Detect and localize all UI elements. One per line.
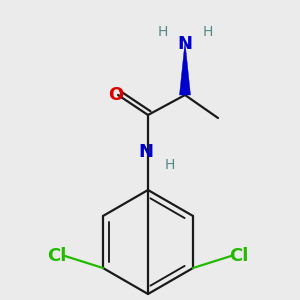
Polygon shape <box>179 42 191 95</box>
Text: H: H <box>203 25 213 39</box>
Text: O: O <box>108 86 124 104</box>
Text: N: N <box>178 35 193 53</box>
Text: Cl: Cl <box>47 247 67 265</box>
Text: N: N <box>139 143 154 161</box>
Text: H: H <box>158 25 168 39</box>
Text: Cl: Cl <box>229 247 249 265</box>
Text: H: H <box>165 158 175 172</box>
